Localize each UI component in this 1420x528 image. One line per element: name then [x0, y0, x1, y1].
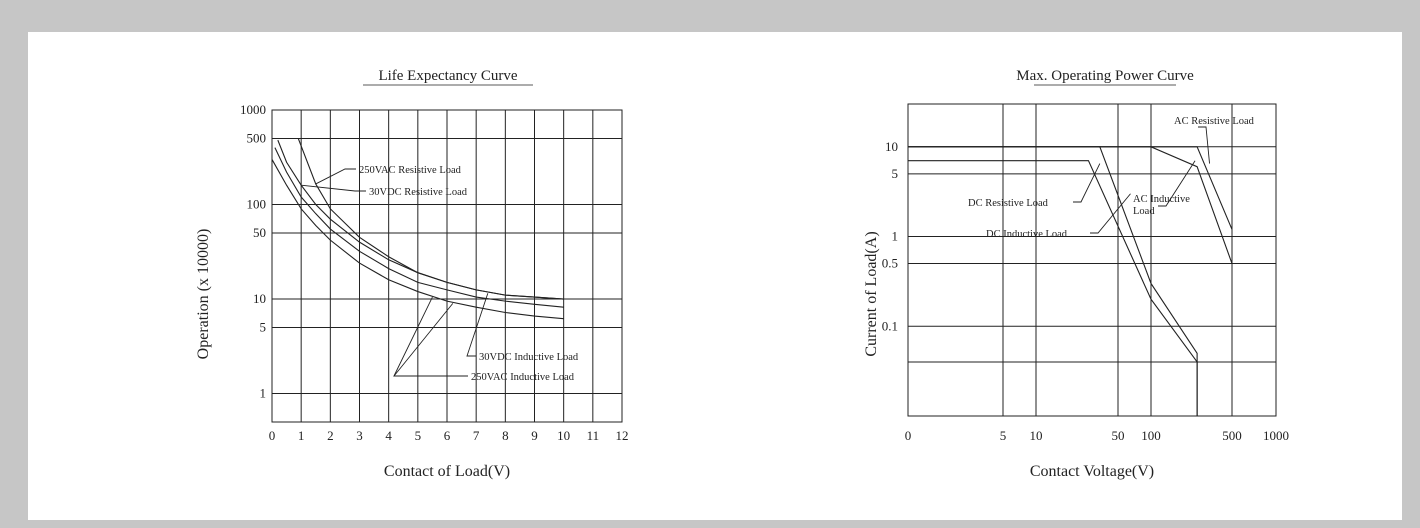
chart2-leader-line — [1073, 163, 1101, 203]
chart1-xtick-label: 11 — [587, 428, 600, 443]
chart2-plot-frame — [907, 103, 1277, 417]
chart1-ytick-label: 10 — [253, 291, 266, 306]
chart2-xtick-label: 50 — [1112, 428, 1125, 443]
chart1-ytick-label: 5 — [260, 319, 267, 334]
chart1-ytick-label: 1000 — [240, 102, 266, 117]
chart1-series-line-0 — [297, 138, 564, 300]
chart2-ytick-label: 1 — [892, 229, 899, 244]
chart1-leader-line — [466, 293, 489, 357]
chart2-ytick-label: 5 — [892, 166, 899, 181]
chart1-series-label-3: 250VAC Inductive Load — [471, 372, 575, 383]
chart1-leader-line — [393, 303, 468, 377]
chart1-xtick-label: 9 — [531, 428, 538, 443]
chart2-series-label-1: AC Inductive — [1133, 194, 1190, 205]
chart1-ylabel: Operation (x 10000) — [195, 229, 212, 360]
chart2-series-label-2: DC Resistive Load — [968, 198, 1049, 209]
chart1-xtick-label: 4 — [385, 428, 392, 443]
chart2-leader-line — [1090, 193, 1131, 234]
chart1-xtick-label: 7 — [473, 428, 480, 443]
chart2-xtick-label: 0 — [905, 428, 912, 443]
chart2-series-label-3: DC Inductive Load — [986, 229, 1068, 240]
chart2-xtick-label: 500 — [1222, 428, 1242, 443]
chart2-series-label-1: Load — [1133, 206, 1155, 217]
chart2-ylabel: Current of Load(A) — [863, 231, 880, 356]
chart1-xtick-label: 2 — [327, 428, 334, 443]
life-expectancy-chart: Life Expectancy Curve Contact of Load(V)… — [195, 68, 629, 480]
chart2-xtick-label: 5 — [1000, 428, 1007, 443]
chart1-xtick-label: 1 — [298, 428, 305, 443]
chart2-series-line-3 — [908, 160, 1198, 416]
chart2-leader-line — [1198, 126, 1210, 164]
chart2-xtick-label: 10 — [1030, 428, 1043, 443]
chart1-xtick-label: 6 — [444, 428, 451, 443]
chart2-ytick-label: 0.5 — [882, 256, 898, 271]
chart1-xlabel: Contact of Load(V) — [384, 463, 510, 480]
chart1-series-line-3 — [271, 159, 564, 320]
chart2-xlabel: Contact Voltage(V) — [1030, 463, 1154, 480]
chart1-xtick-label: 5 — [415, 428, 422, 443]
chart1-series-label-0: 250VAC Resistive Load — [359, 165, 462, 176]
chart2-series-line-0 — [908, 146, 1233, 230]
chart1-series-label-2: 30VDC Inductive Load — [479, 352, 579, 363]
chart1-leader-line — [393, 296, 433, 377]
chart2-xtick-label: 100 — [1141, 428, 1161, 443]
chart1-xtick-label: 10 — [557, 428, 570, 443]
chart2-xtick-label: 1000 — [1263, 428, 1289, 443]
chart2-series-label-0: AC Resistive Load — [1174, 116, 1255, 127]
chart2-series-line-2 — [908, 146, 1198, 416]
chart1-series-label-1: 30VDC Resistive Load — [369, 187, 468, 198]
chart1-ytick-label: 100 — [247, 197, 267, 212]
chart2-leader-line — [1158, 160, 1196, 207]
max-operating-power-chart: Max. Operating Power Curve Contact Volta… — [863, 68, 1289, 480]
chart-panel: Life Expectancy Curve Contact of Load(V)… — [28, 32, 1402, 520]
chart1-xtick-label: 12 — [616, 428, 629, 443]
chart1-ytick-label: 1 — [260, 386, 267, 401]
chart1-series-line-2 — [274, 147, 564, 308]
chart2-series-line-1 — [908, 146, 1233, 264]
chart1-leader-line — [315, 168, 356, 185]
chart1-title: Life Expectancy Curve — [378, 68, 517, 84]
chart2-title: Max. Operating Power Curve — [1016, 68, 1194, 84]
chart1-ytick-label: 500 — [247, 130, 267, 145]
chart2-ytick-label: 0.1 — [882, 318, 898, 333]
chart1-xtick-label: 3 — [356, 428, 363, 443]
chart1-leader-line — [301, 184, 366, 192]
chart2-ytick-label: 10 — [885, 139, 898, 154]
chart1-xtick-label: 0 — [269, 428, 276, 443]
chart1-ytick-label: 50 — [253, 225, 266, 240]
chart1-xtick-label: 8 — [502, 428, 509, 443]
